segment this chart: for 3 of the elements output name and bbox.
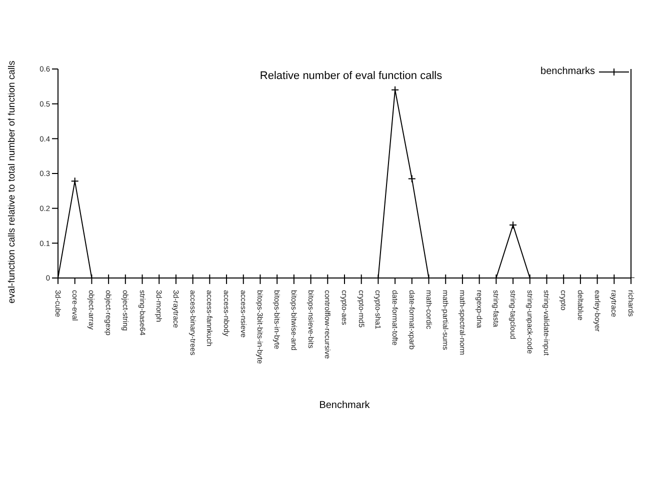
chart-title: Relative number of eval function calls — [260, 70, 442, 82]
legend-label: benchmarks — [540, 66, 595, 77]
x-axis-title: Benchmark — [319, 400, 371, 411]
